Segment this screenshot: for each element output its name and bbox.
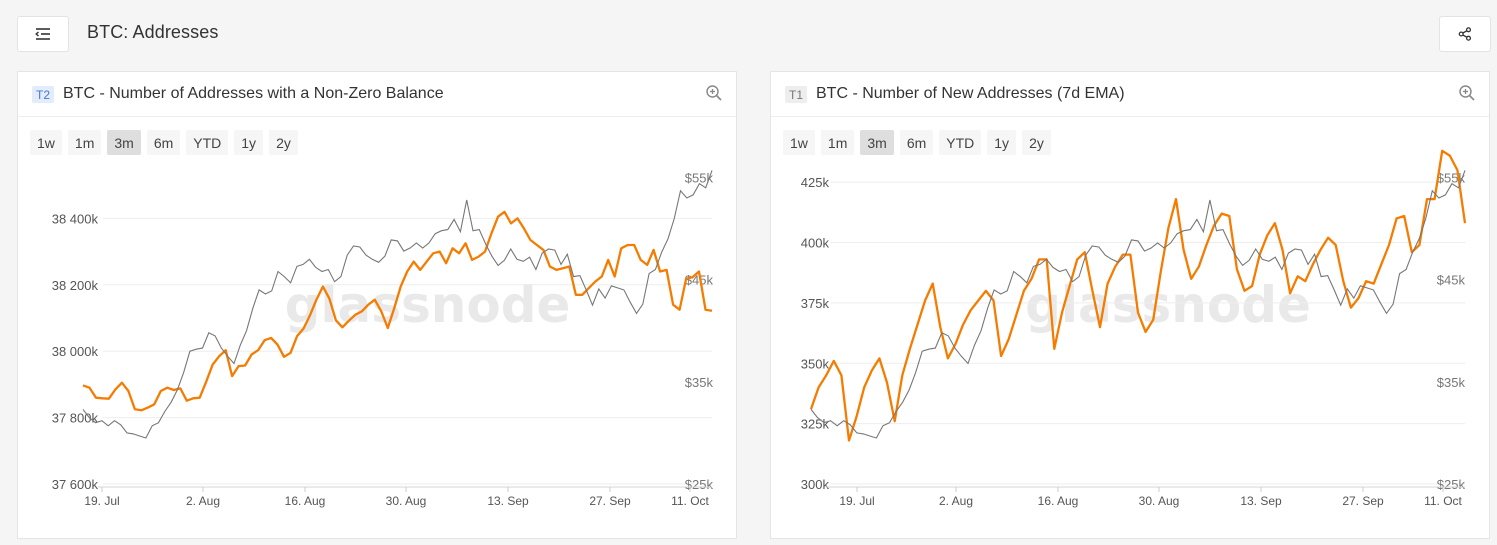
y-tick-label: 325k xyxy=(801,417,830,432)
x-tick-label: 11. Oct xyxy=(671,494,709,508)
right-axis-tick-label: $25k xyxy=(1437,477,1466,492)
y-tick-label: 37 800k xyxy=(52,411,99,426)
x-tick-label: 16. Aug xyxy=(1038,494,1079,508)
right-axis-tick-label: $55k xyxy=(685,171,714,186)
metric-series-line xyxy=(82,210,713,412)
price-series-line xyxy=(810,170,1466,439)
y-tick-label: 350k xyxy=(801,356,830,371)
right-axis-tick-label: $25k xyxy=(685,477,714,492)
chart-card-nonzero-balance: T2 BTC - Number of Addresses with a Non-… xyxy=(17,71,737,539)
x-tick-label: 27. Sep xyxy=(589,494,631,508)
right-axis-tick-label: $35k xyxy=(1437,375,1466,390)
x-tick-label: 30. Aug xyxy=(1139,494,1180,508)
zoom-in-icon[interactable] xyxy=(705,84,723,102)
y-tick-label: 375k xyxy=(801,296,830,311)
x-tick-label: 11. Oct xyxy=(1424,494,1462,508)
watermark-logo: glassnode xyxy=(1025,276,1311,334)
share-button[interactable] xyxy=(1439,16,1491,52)
x-tick-label: 30. Aug xyxy=(386,494,427,508)
y-tick-label: 400k xyxy=(801,236,830,251)
x-tick-label: 2. Aug xyxy=(939,494,973,508)
right-axis-tick-label: $45k xyxy=(1437,273,1466,288)
card-header: T1 BTC - Number of New Addresses (7d EMA… xyxy=(771,72,1489,117)
card-title: BTC - Number of Addresses with a Non-Zer… xyxy=(63,85,444,102)
y-tick-label: 38 400k xyxy=(52,211,99,226)
x-tick-label: 19. Jul xyxy=(839,494,874,508)
range-2y[interactable]: 2y xyxy=(1022,130,1051,155)
card-header: T2 BTC - Number of Addresses with a Non-… xyxy=(18,72,736,117)
range-1y[interactable]: 1y xyxy=(234,130,264,155)
range-selector: 1w 1m 3m 6m YTD 1y 2y xyxy=(783,130,1051,156)
chart-card-new-addresses: T1 BTC - Number of New Addresses (7d EMA… xyxy=(770,71,1490,539)
range-selector: 1w 1m 3m 6m YTD 1y 2y xyxy=(30,130,298,156)
y-tick-label: 38 200k xyxy=(52,278,99,293)
zoom-in-icon[interactable] xyxy=(1458,84,1476,102)
range-6m[interactable]: 6m xyxy=(899,130,934,155)
menu-collapse-icon xyxy=(35,28,50,40)
x-tick-label: 13. Sep xyxy=(1240,494,1282,508)
x-tick-label: 16. Aug xyxy=(285,494,326,508)
chart-new-addresses[interactable]: glassnode 300k 325k 350k 375k 400k 425k $25k $35… xyxy=(771,72,1491,540)
right-axis-tick-label: $55k xyxy=(1437,171,1466,186)
range-3m[interactable]: 3m xyxy=(107,130,141,155)
metric-series-line xyxy=(809,149,1467,442)
range-1m[interactable]: 1m xyxy=(820,130,855,155)
price-series-line xyxy=(82,170,713,439)
range-6m[interactable]: 6m xyxy=(146,130,181,155)
x-tick-label: 27. Sep xyxy=(1342,494,1384,508)
range-3m[interactable]: 3m xyxy=(860,130,894,155)
range-1y[interactable]: 1y xyxy=(987,130,1017,155)
range-1m[interactable]: 1m xyxy=(67,130,102,155)
tier-badge: T2 xyxy=(32,86,54,103)
range-2y[interactable]: 2y xyxy=(269,130,298,155)
x-tick-label: 13. Sep xyxy=(487,494,529,508)
page-title: BTC: Addresses xyxy=(87,22,219,42)
y-tick-label: 38 000k xyxy=(52,344,99,359)
y-tick-label: 300k xyxy=(801,477,830,492)
x-tick-label: 2. Aug xyxy=(186,494,220,508)
share-icon xyxy=(1458,27,1472,41)
right-axis-tick-label: $35k xyxy=(685,375,714,390)
range-1w[interactable]: 1w xyxy=(30,130,62,155)
x-tick-label: 19. Jul xyxy=(84,494,119,508)
range-ytd[interactable]: YTD xyxy=(186,130,229,155)
tier-badge: T1 xyxy=(785,86,807,103)
card-title: BTC - Number of New Addresses (7d EMA) xyxy=(816,85,1125,102)
y-tick-label: 425k xyxy=(801,175,830,190)
top-bar: BTC: Addresses xyxy=(0,0,1497,64)
range-1w[interactable]: 1w xyxy=(783,130,815,155)
sidebar-toggle-button[interactable] xyxy=(17,16,69,52)
y-tick-label: 37 600k xyxy=(52,477,99,492)
range-ytd[interactable]: YTD xyxy=(939,130,982,155)
